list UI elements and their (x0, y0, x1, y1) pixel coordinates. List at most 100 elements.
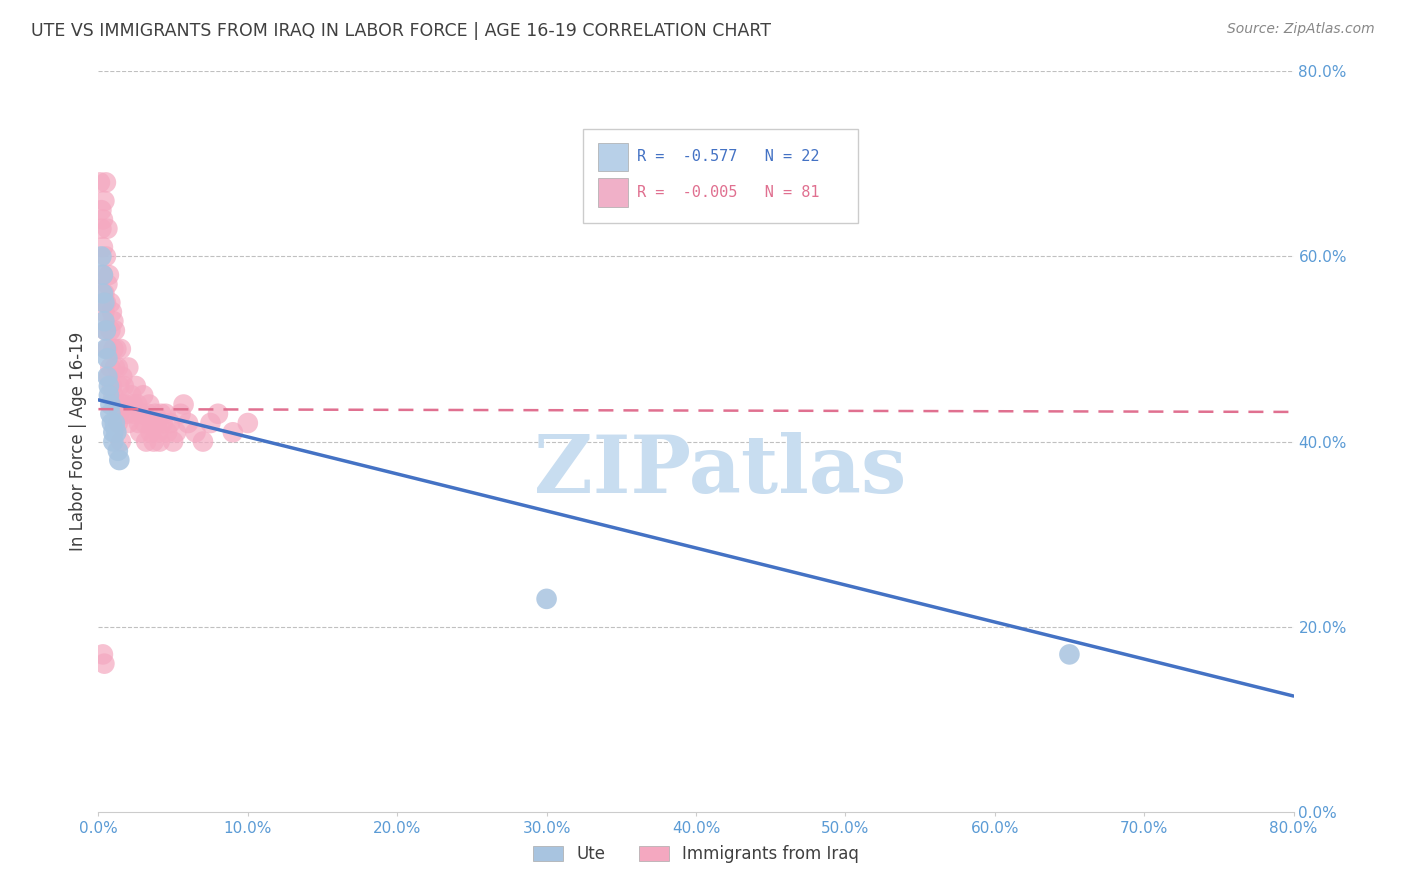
Point (155, 407, 177, 421)
Point (90, 221, 112, 235)
Point (91, 286, 114, 301)
Point (112, 379, 135, 393)
Point (165, 425, 187, 440)
Point (91, 240, 114, 254)
Point (101, 379, 124, 393)
Text: ZIPatlas: ZIPatlas (534, 432, 905, 510)
Point (93, 314, 115, 328)
Point (98, 407, 122, 421)
Point (207, 407, 229, 421)
Point (96, 351, 118, 366)
Point (149, 434, 172, 449)
Point (94, 295, 117, 310)
Point (117, 360, 139, 375)
Point (91, 648, 114, 662)
Point (156, 425, 179, 440)
Point (94, 175, 117, 190)
Point (93, 286, 115, 301)
Point (91, 268, 114, 282)
Y-axis label: In Labor Force | Age 16-19: In Labor Force | Age 16-19 (69, 332, 87, 551)
Point (124, 407, 146, 421)
Point (117, 416, 139, 430)
Point (110, 342, 132, 356)
Point (148, 425, 170, 440)
Point (97, 268, 120, 282)
Point (103, 434, 125, 449)
Point (120, 388, 142, 402)
Point (107, 443, 129, 458)
Point (90, 250, 112, 264)
Point (236, 416, 259, 430)
Point (135, 434, 157, 449)
Point (97, 388, 120, 402)
Point (101, 416, 124, 430)
Point (191, 434, 214, 449)
Point (141, 416, 163, 430)
Point (91, 212, 114, 227)
Point (139, 425, 162, 440)
Point (536, 591, 558, 606)
Point (96, 369, 118, 384)
Text: R =  -0.577   N = 22: R = -0.577 N = 22 (637, 150, 820, 164)
Point (103, 425, 125, 440)
Point (96, 221, 118, 235)
Point (105, 398, 128, 412)
Point (96, 277, 118, 292)
Point (159, 416, 181, 430)
Point (93, 657, 115, 671)
Point (184, 425, 207, 440)
Point (104, 360, 127, 375)
Point (132, 388, 155, 402)
Point (97, 369, 120, 384)
Point (103, 314, 125, 328)
Text: UTE VS IMMIGRANTS FROM IRAQ IN LABOR FORCE | AGE 16-19 CORRELATION CHART: UTE VS IMMIGRANTS FROM IRAQ IN LABOR FOR… (31, 22, 770, 40)
Point (115, 407, 138, 421)
Point (107, 360, 129, 375)
Point (94, 324, 117, 338)
Point (150, 407, 173, 421)
Point (127, 398, 149, 412)
Point (105, 342, 128, 356)
Point (145, 416, 167, 430)
Point (143, 407, 166, 421)
Point (93, 305, 115, 319)
Point (152, 416, 174, 430)
Point (121, 398, 143, 412)
Point (177, 416, 200, 430)
Point (91, 268, 114, 282)
Point (111, 369, 134, 384)
Point (108, 453, 131, 467)
Point (200, 416, 222, 430)
Point (94, 342, 117, 356)
Point (142, 434, 165, 449)
Text: R =  -0.005   N = 81: R = -0.005 N = 81 (637, 186, 820, 200)
Text: Source: ZipAtlas.com: Source: ZipAtlas.com (1227, 22, 1375, 37)
Point (98, 398, 122, 412)
Point (114, 398, 136, 412)
Point (136, 407, 159, 421)
Point (108, 379, 131, 393)
Point (97, 379, 120, 393)
Point (98, 360, 122, 375)
Point (101, 305, 124, 319)
Point (129, 425, 152, 440)
Point (110, 434, 132, 449)
Point (94, 250, 117, 264)
Point (222, 425, 245, 440)
Point (111, 398, 134, 412)
Point (134, 416, 156, 430)
Point (125, 379, 148, 393)
Point (98, 295, 122, 310)
Point (173, 398, 195, 412)
Point (169, 407, 191, 421)
Point (93, 194, 115, 208)
Point (103, 388, 125, 402)
Point (128, 416, 150, 430)
Point (96, 342, 118, 356)
Point (94, 324, 117, 338)
Point (1059, 648, 1081, 662)
Point (138, 398, 160, 412)
Point (104, 416, 127, 430)
Point (98, 324, 122, 338)
Point (93, 295, 115, 310)
